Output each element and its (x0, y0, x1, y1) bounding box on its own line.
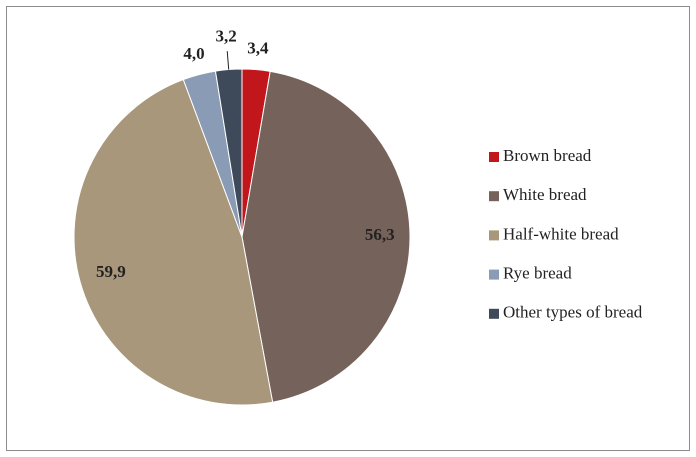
legend-label: White bread (503, 185, 587, 204)
data-label: 56,3 (365, 225, 395, 244)
data-label: 3,2 (216, 27, 237, 46)
legend-swatch (489, 152, 499, 162)
leader-line (226, 51, 230, 70)
legend-swatch (489, 269, 499, 280)
legend-swatch (489, 191, 499, 202)
legend-label: Half-white bread (503, 224, 619, 243)
legend-swatch (489, 308, 499, 319)
legend-label: Other types of bread (503, 303, 643, 322)
pie-slice (73, 78, 274, 406)
legend-label: Rye bread (503, 264, 572, 283)
data-label: 4,0 (183, 44, 204, 63)
data-label: 3,4 (247, 38, 269, 57)
data-label: 59,9 (96, 262, 126, 281)
legend-swatch (489, 230, 499, 241)
pie-slice (241, 70, 411, 403)
legend-label: Brown bread (503, 146, 592, 165)
